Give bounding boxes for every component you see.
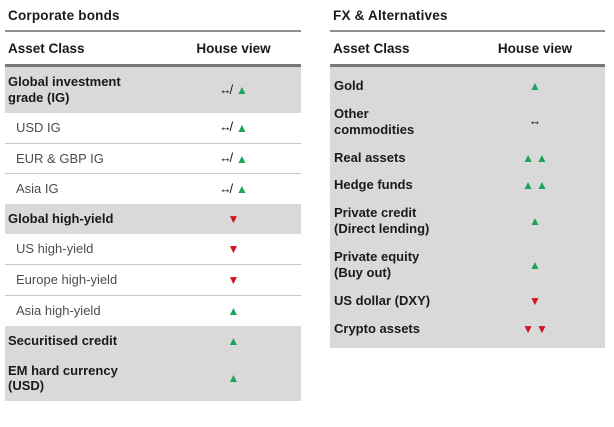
table-title-fx-alternatives: FX & Alternatives	[330, 6, 605, 32]
table-row-private-credit: Private credit (Direct lending) ▲	[330, 199, 605, 243]
crossed-neutral-icon: ↔/	[219, 82, 233, 97]
down-icon: ▼	[227, 242, 240, 257]
asset-class-label: Securitised credit	[8, 332, 118, 348]
table-row-global-investment-grade: Global investment grade (IG) ↔/▲	[5, 67, 301, 113]
down-icon: ▼	[227, 212, 240, 227]
table-row-gold: Gold ▲	[330, 72, 605, 100]
house-view-cell: ▼	[465, 293, 605, 309]
asset-class-label: US dollar (DXY)	[334, 292, 431, 308]
asset-class-label: Europe high-yield	[16, 272, 118, 288]
asset-class-label: Crypto assets	[334, 320, 420, 336]
asset-class-label: Private credit (Direct lending)	[334, 205, 430, 237]
house-view-cell: ▼	[166, 272, 301, 288]
house-view-cell: ↔	[465, 106, 605, 138]
house-view-cell: ▲	[166, 303, 301, 319]
table-row-real-assets: Real assets ▲ ▲	[330, 144, 605, 172]
house-view-cell: ▲	[166, 363, 301, 395]
table-body: Global investment grade (IG) ↔/▲ USD IG …	[5, 67, 301, 402]
table-row-em-hard-currency: EM hard currency (USD) ▲	[5, 355, 301, 402]
table-title-corporate-bonds: Corporate bonds	[5, 6, 301, 32]
house-view-cell: ▲	[166, 333, 301, 349]
asset-class-label: Other commodities	[334, 105, 415, 137]
house-view-cell: ▼	[166, 211, 301, 227]
table-header: Asset Class House view	[330, 32, 605, 67]
house-view-cell: ▲	[465, 249, 605, 281]
table-row-us-dollar-dxy: US dollar (DXY) ▼	[330, 287, 605, 315]
table-row-asia-high-yield: Asia high-yield ▲	[5, 294, 301, 326]
table-row-global-high-yield: Global high-yield ▼	[5, 204, 301, 235]
up-icon: ▲	[529, 78, 541, 93]
crossed-neutral-icon: ↔/	[219, 151, 233, 166]
asset-class-label: US high-yield	[16, 241, 94, 257]
down-icon: ▼	[522, 321, 534, 336]
house-view-cell: ↔/▲	[166, 151, 301, 167]
table-header: Asset Class House view	[5, 32, 301, 67]
column-header-asset-class: Asset Class	[333, 41, 410, 56]
up-icon: ▲	[522, 178, 534, 193]
up-icon: ▲	[522, 150, 534, 165]
asset-class-label: Global investment grade (IG)	[8, 74, 121, 105]
table-row-crypto-assets: Crypto assets ▼ ▼	[330, 315, 605, 343]
table-row-eur-gbp-ig: EUR & GBP IG ↔/▲	[5, 142, 301, 174]
asset-class-label: EUR & GBP IG	[16, 150, 104, 166]
up-icon: ▲	[536, 178, 548, 193]
table-row-securitised-credit: Securitised credit ▲	[5, 325, 301, 356]
column-header-house-view: House view	[196, 41, 271, 56]
table-row-asia-ig: Asia IG ↔/▲	[5, 173, 301, 205]
house-view-cell: ▲ ▲	[465, 177, 605, 193]
up-icon: ▲	[227, 333, 240, 348]
up-icon: ▲	[236, 120, 248, 135]
asset-class-label: Real assets	[334, 149, 406, 165]
up-icon: ▲	[227, 303, 240, 318]
up-icon: ▲	[529, 214, 541, 229]
up-icon: ▲	[236, 151, 248, 166]
asset-class-label: Global high-yield	[8, 211, 114, 227]
down-icon: ▼	[227, 272, 240, 287]
down-icon: ▼	[536, 321, 548, 336]
house-view-cell: ▼ ▼	[465, 321, 605, 337]
table-row-us-high-yield: US high-yield ▼	[5, 234, 301, 265]
up-icon: ▲	[227, 371, 240, 386]
table-row-private-equity: Private equity (Buy out) ▲	[330, 243, 605, 287]
house-view-cell: ▲	[465, 205, 605, 237]
table-corporate-bonds: Corporate bonds Asset Class House view G…	[5, 6, 301, 427]
house-view-cell: ↔/▲	[166, 74, 301, 106]
table-body: Gold ▲ Other commodities ↔ Real assets ▲…	[330, 67, 605, 349]
table-row-other-commodities: Other commodities ↔	[330, 100, 605, 144]
house-view-cell: ↔/▲	[166, 120, 301, 136]
crossed-neutral-icon: ↔/	[219, 120, 233, 135]
asset-class-label: Asia high-yield	[16, 302, 101, 318]
crossed-neutral-icon: ↔/	[219, 182, 233, 197]
asset-class-label: EM hard currency (USD)	[8, 362, 118, 394]
asset-class-label: Gold	[334, 78, 364, 93]
down-icon: ▼	[529, 293, 541, 308]
up-icon: ▲	[236, 82, 248, 97]
up-icon: ▲	[236, 182, 248, 197]
asset-class-label: Private equity (Buy out)	[334, 249, 420, 280]
table-row-europe-high-yield: Europe high-yield ▼	[5, 264, 301, 295]
neutral-icon: ↔	[528, 114, 542, 129]
up-icon: ▲	[536, 150, 548, 165]
table-row-usd-ig: USD IG ↔/▲	[5, 112, 301, 143]
table-fx-alternatives: FX & Alternatives Asset Class House view…	[330, 6, 605, 427]
house-view-cell: ↔/▲	[166, 181, 301, 197]
asset-class-label: Asia IG	[16, 181, 59, 197]
asset-class-label: Hedge funds	[334, 177, 413, 193]
table-row-hedge-funds: Hedge funds ▲ ▲	[330, 171, 605, 199]
house-view-cell: ▲	[465, 78, 605, 94]
asset-class-label: USD IG	[16, 119, 61, 135]
column-header-asset-class: Asset Class	[8, 41, 85, 56]
house-view-cell: ▲ ▲	[465, 150, 605, 166]
column-header-house-view: House view	[497, 41, 573, 56]
up-icon: ▲	[529, 257, 541, 272]
house-view-cell: ▼	[166, 241, 301, 257]
